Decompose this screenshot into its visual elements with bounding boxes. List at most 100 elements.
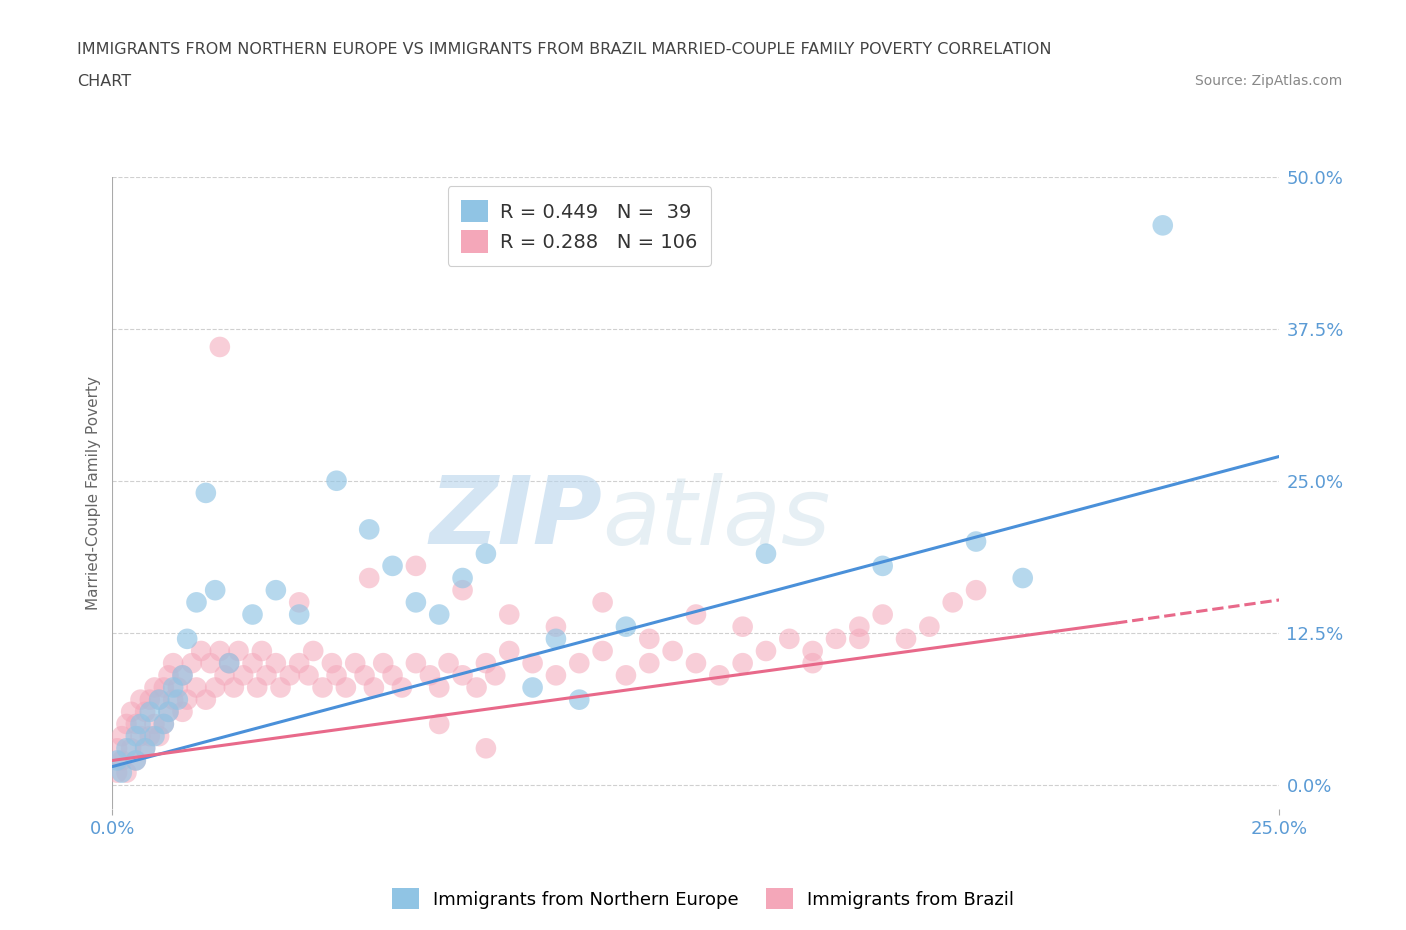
Point	[218, 656, 240, 671]
Point	[153, 716, 176, 731]
Point	[522, 656, 544, 671]
Point	[232, 668, 254, 683]
Point	[405, 595, 427, 610]
Point	[180, 656, 202, 671]
Point	[288, 656, 311, 671]
Point	[638, 656, 661, 671]
Point	[250, 644, 273, 658]
Point	[111, 753, 134, 768]
Text: IMMIGRANTS FROM NORTHERN EUROPE VS IMMIGRANTS FROM BRAZIL MARRIED-COUPLE FAMILY : IMMIGRANTS FROM NORTHERN EUROPE VS IMMIG…	[77, 42, 1052, 57]
Point	[801, 644, 824, 658]
Point	[194, 485, 217, 500]
Point	[288, 595, 311, 610]
Point	[522, 680, 544, 695]
Point	[148, 692, 170, 707]
Point	[134, 741, 156, 756]
Text: CHART: CHART	[77, 74, 131, 89]
Point	[427, 680, 450, 695]
Point	[451, 571, 474, 586]
Point	[242, 607, 264, 622]
Point	[157, 704, 180, 719]
Point	[172, 668, 194, 683]
Point	[373, 656, 395, 671]
Point	[125, 729, 148, 744]
Point	[194, 692, 217, 707]
Point	[176, 631, 198, 646]
Point	[148, 729, 170, 744]
Point	[942, 595, 965, 610]
Point	[208, 339, 231, 354]
Text: ZIP: ZIP	[430, 472, 603, 565]
Point	[204, 583, 226, 598]
Point	[614, 619, 637, 634]
Point	[278, 668, 301, 683]
Point	[848, 631, 870, 646]
Point	[115, 765, 138, 780]
Point	[614, 668, 637, 683]
Point	[111, 765, 134, 780]
Point	[120, 741, 142, 756]
Point	[363, 680, 385, 695]
Point	[359, 571, 381, 586]
Point	[427, 607, 450, 622]
Point	[125, 716, 148, 731]
Point	[755, 546, 778, 561]
Point	[498, 607, 520, 622]
Point	[731, 656, 754, 671]
Point	[115, 741, 138, 756]
Point	[381, 558, 404, 573]
Point	[321, 656, 343, 671]
Point	[166, 692, 188, 707]
Point	[134, 704, 156, 719]
Point	[264, 656, 287, 671]
Point	[1152, 218, 1174, 232]
Point	[685, 607, 707, 622]
Point	[544, 668, 567, 683]
Point	[475, 741, 498, 756]
Point	[157, 704, 180, 719]
Point	[475, 546, 498, 561]
Point	[965, 583, 987, 598]
Point	[498, 644, 520, 658]
Point	[451, 668, 474, 683]
Point	[484, 668, 506, 683]
Point	[661, 644, 683, 658]
Point	[778, 631, 800, 646]
Point	[297, 668, 319, 683]
Point	[731, 619, 754, 634]
Point	[218, 656, 240, 671]
Point	[544, 631, 567, 646]
Legend: Immigrants from Northern Europe, Immigrants from Brazil: Immigrants from Northern Europe, Immigra…	[384, 881, 1022, 916]
Point	[405, 558, 427, 573]
Point	[965, 534, 987, 549]
Point	[894, 631, 917, 646]
Point	[125, 753, 148, 768]
Point	[848, 619, 870, 634]
Point	[190, 644, 212, 658]
Point	[325, 668, 347, 683]
Point	[311, 680, 333, 695]
Point	[419, 668, 441, 683]
Point	[405, 656, 427, 671]
Point	[204, 680, 226, 695]
Point	[162, 692, 184, 707]
Point	[872, 607, 894, 622]
Point	[475, 656, 498, 671]
Point	[872, 558, 894, 573]
Point	[437, 656, 460, 671]
Point	[222, 680, 245, 695]
Point	[115, 716, 138, 731]
Text: Source: ZipAtlas.com: Source: ZipAtlas.com	[1195, 74, 1343, 88]
Point	[264, 583, 287, 598]
Point	[129, 716, 152, 731]
Point	[353, 668, 375, 683]
Point	[427, 716, 450, 731]
Point	[186, 680, 208, 695]
Point	[148, 692, 170, 707]
Point	[111, 729, 134, 744]
Point	[344, 656, 367, 671]
Point	[125, 753, 148, 768]
Point	[162, 680, 184, 695]
Point	[256, 668, 278, 683]
Point	[172, 668, 194, 683]
